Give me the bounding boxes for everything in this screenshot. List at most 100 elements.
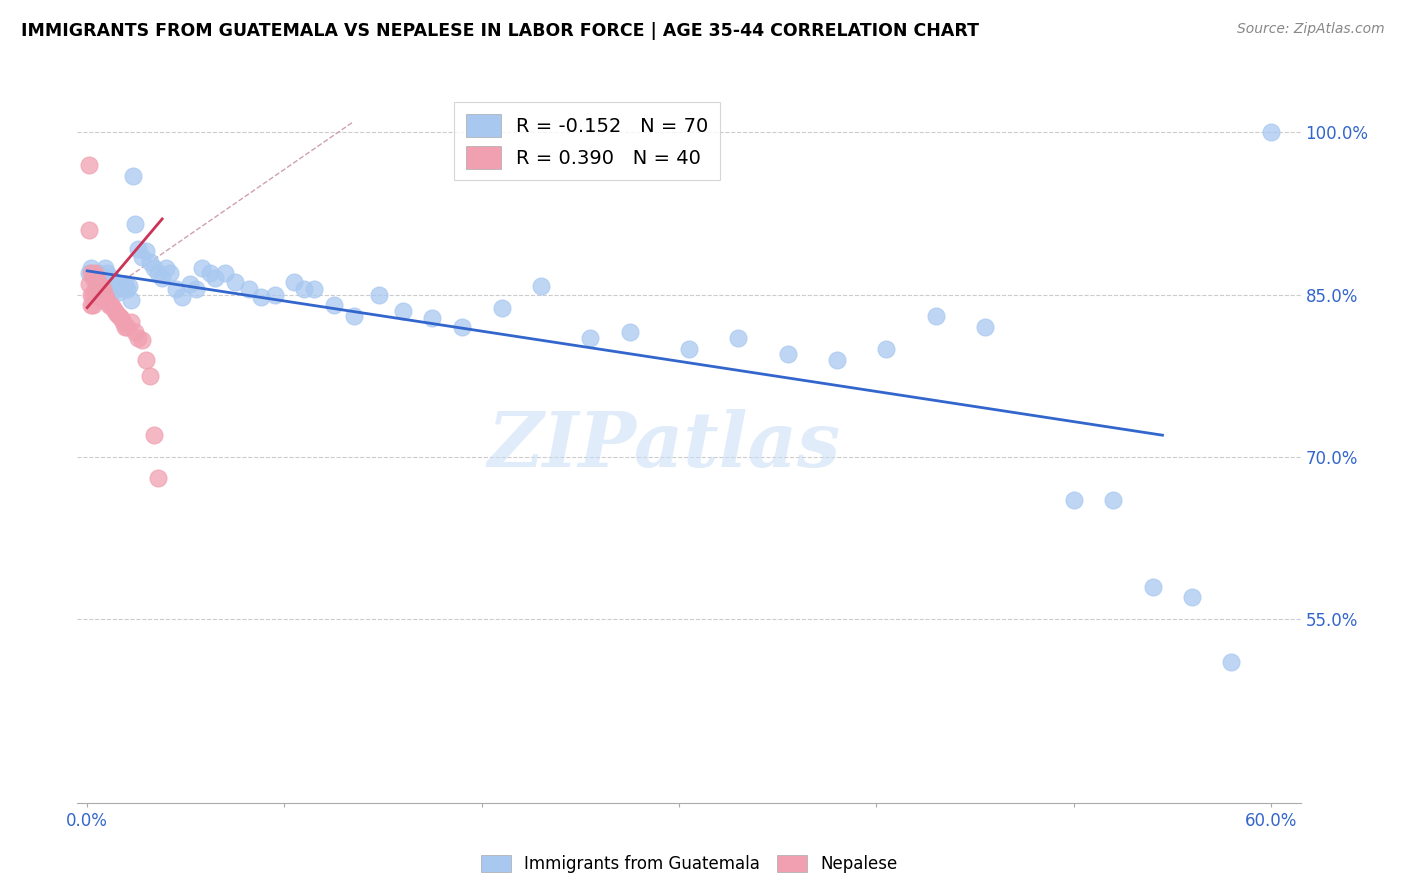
Point	[179, 277, 201, 291]
Point	[368, 287, 391, 301]
Point	[190, 260, 212, 275]
Point	[342, 310, 364, 324]
Point	[84, 282, 107, 296]
Point	[77, 158, 100, 172]
Point	[139, 368, 162, 383]
Point	[139, 255, 162, 269]
Point	[82, 287, 104, 301]
Point	[170, 290, 193, 304]
Point	[165, 282, 187, 296]
Point	[104, 303, 127, 318]
Point	[1260, 125, 1282, 139]
Point	[204, 271, 226, 285]
Point	[86, 287, 108, 301]
Point	[115, 320, 138, 334]
Point	[114, 277, 136, 291]
Point	[100, 298, 122, 312]
Point	[1063, 493, 1085, 508]
Point	[90, 271, 112, 285]
Point	[131, 250, 153, 264]
Point	[97, 298, 120, 312]
Point	[776, 347, 799, 361]
Point	[263, 287, 285, 301]
Point	[238, 282, 260, 296]
Point	[110, 311, 132, 326]
Point	[94, 260, 117, 275]
Point	[973, 320, 995, 334]
Point	[84, 271, 107, 285]
Point	[105, 282, 128, 296]
Point	[91, 277, 114, 291]
Point	[1181, 591, 1204, 605]
Point	[111, 281, 134, 295]
Point	[77, 277, 100, 291]
Point	[143, 260, 166, 275]
Point	[148, 471, 170, 485]
Point	[121, 169, 143, 183]
Point	[1220, 655, 1243, 669]
Point	[128, 331, 150, 345]
Text: Source: ZipAtlas.com: Source: ZipAtlas.com	[1237, 22, 1385, 37]
Point	[96, 266, 118, 280]
Point	[91, 293, 114, 307]
Point	[1142, 580, 1164, 594]
Point	[198, 266, 221, 280]
Point	[875, 342, 897, 356]
Text: ZIPatlas: ZIPatlas	[488, 409, 841, 483]
Point	[451, 320, 474, 334]
Point	[86, 271, 108, 285]
Point	[86, 277, 108, 291]
Point	[678, 342, 700, 356]
Point	[87, 277, 110, 291]
Point	[155, 260, 177, 275]
Point	[392, 303, 415, 318]
Point	[131, 333, 153, 347]
Point	[97, 277, 120, 291]
Point	[115, 282, 138, 296]
Point	[87, 287, 110, 301]
Point	[100, 271, 122, 285]
Point	[117, 279, 139, 293]
Point	[491, 301, 513, 315]
Point	[283, 275, 305, 289]
Point	[101, 279, 124, 293]
Point	[84, 266, 107, 280]
Point	[128, 242, 150, 256]
Point	[579, 331, 602, 345]
Point	[148, 266, 170, 280]
Point	[135, 244, 157, 259]
Point	[124, 326, 146, 340]
Point	[94, 287, 117, 301]
Point	[322, 298, 344, 312]
Point	[825, 352, 848, 367]
Point	[120, 315, 142, 329]
Point	[90, 279, 112, 293]
Text: IMMIGRANTS FROM GUATEMALA VS NEPALESE IN LABOR FORCE | AGE 35-44 CORRELATION CHA: IMMIGRANTS FROM GUATEMALA VS NEPALESE IN…	[21, 22, 979, 40]
Point	[111, 315, 134, 329]
Point	[77, 223, 100, 237]
Point	[250, 290, 273, 304]
Point	[619, 326, 641, 340]
Point	[82, 271, 104, 285]
Point	[105, 307, 128, 321]
Legend: Immigrants from Guatemala, Nepalese: Immigrants from Guatemala, Nepalese	[474, 848, 904, 880]
Point	[80, 260, 103, 275]
Point	[214, 266, 236, 280]
Point	[124, 218, 146, 232]
Point	[924, 310, 946, 324]
Point	[101, 301, 124, 315]
Point	[422, 311, 444, 326]
Point	[302, 282, 325, 296]
Point	[150, 271, 173, 285]
Point	[77, 266, 100, 280]
Point	[143, 428, 166, 442]
Point	[135, 352, 157, 367]
Point	[1102, 493, 1125, 508]
Point	[107, 285, 129, 300]
Point	[184, 282, 207, 296]
Point	[120, 293, 142, 307]
Point	[86, 277, 108, 291]
Point	[80, 287, 103, 301]
Point	[107, 310, 129, 324]
Point	[90, 287, 112, 301]
